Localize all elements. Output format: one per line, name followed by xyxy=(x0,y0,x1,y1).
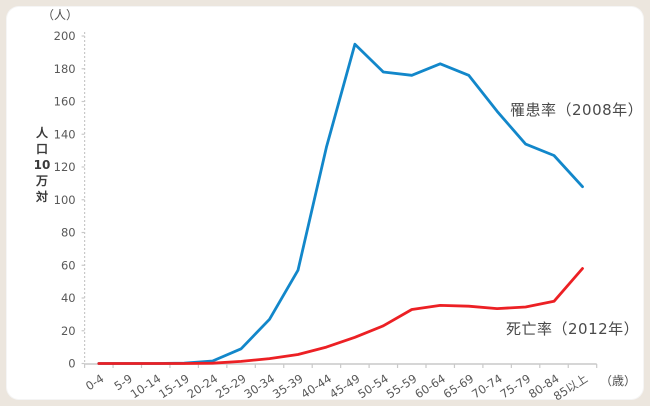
y-tick-label: 80 xyxy=(61,226,76,240)
x-tick-label: 65-69 xyxy=(441,371,477,401)
x-tick-label: 10-14 xyxy=(128,371,164,401)
y-tick-label: 40 xyxy=(61,291,76,305)
x-tick-label: 75-79 xyxy=(498,371,534,401)
x-tick-label: 0-4 xyxy=(83,371,106,393)
chart-card xyxy=(6,6,644,400)
y-tick-label: 180 xyxy=(54,62,76,76)
y-tick-label: 0 xyxy=(68,357,75,371)
y-tick-label: 20 xyxy=(61,324,76,338)
x-tick-label: 25-29 xyxy=(213,371,249,401)
y-tick-label: 100 xyxy=(54,193,76,207)
y-tick-label: 200 xyxy=(54,29,76,43)
x-tick-label: 40-44 xyxy=(298,371,334,401)
y-tick-label: 160 xyxy=(54,95,76,109)
x-unit-label: （歳） xyxy=(600,374,637,388)
y-tick-label: 60 xyxy=(61,258,76,272)
series-label-incidence: 罹患率（2008年） xyxy=(510,101,644,119)
series-line-0 xyxy=(97,42,584,365)
x-tick-label: 35-39 xyxy=(270,371,306,401)
x-tick-label: 70-74 xyxy=(469,371,505,401)
x-tick-label: 30-34 xyxy=(242,371,278,401)
series-label-mortality: 死亡率（2012年） xyxy=(506,320,640,338)
y-unit-label: （人） xyxy=(42,8,79,22)
y-tick-label: 140 xyxy=(54,127,76,141)
y-axis-title-char: 口 xyxy=(35,142,48,156)
y-axis-title-char: 10 xyxy=(33,158,51,172)
x-tick-label: 20-24 xyxy=(185,371,221,401)
x-tick-label: 55-59 xyxy=(384,371,420,401)
x-tick-label: 60-64 xyxy=(412,371,448,401)
x-tick-label: 15-19 xyxy=(156,371,192,401)
y-axis-title-char: 対 xyxy=(35,190,48,204)
y-axis-title-char: 人 xyxy=(35,126,48,140)
x-tick-label: 45-49 xyxy=(327,371,363,401)
y-axis-title-char: 万 xyxy=(35,174,48,188)
x-tick-label: 50-54 xyxy=(355,371,391,401)
y-tick-label: 120 xyxy=(54,160,76,174)
series-line-1 xyxy=(97,267,584,365)
y-axis-title: 人口 10 万対 xyxy=(30,125,54,205)
